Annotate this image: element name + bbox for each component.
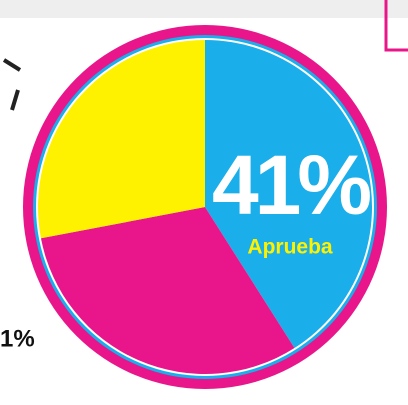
pie-slice	[37, 40, 205, 239]
value-label: 41%	[212, 138, 370, 232]
cropped-glyph	[2, 58, 22, 111]
pie-slice	[205, 40, 373, 349]
category-label: Aprueba	[247, 236, 333, 259]
top-strip	[0, 0, 408, 18]
frame-box	[384, 0, 408, 52]
pie-slice	[40, 207, 295, 375]
annotation: 1%	[0, 325, 35, 352]
